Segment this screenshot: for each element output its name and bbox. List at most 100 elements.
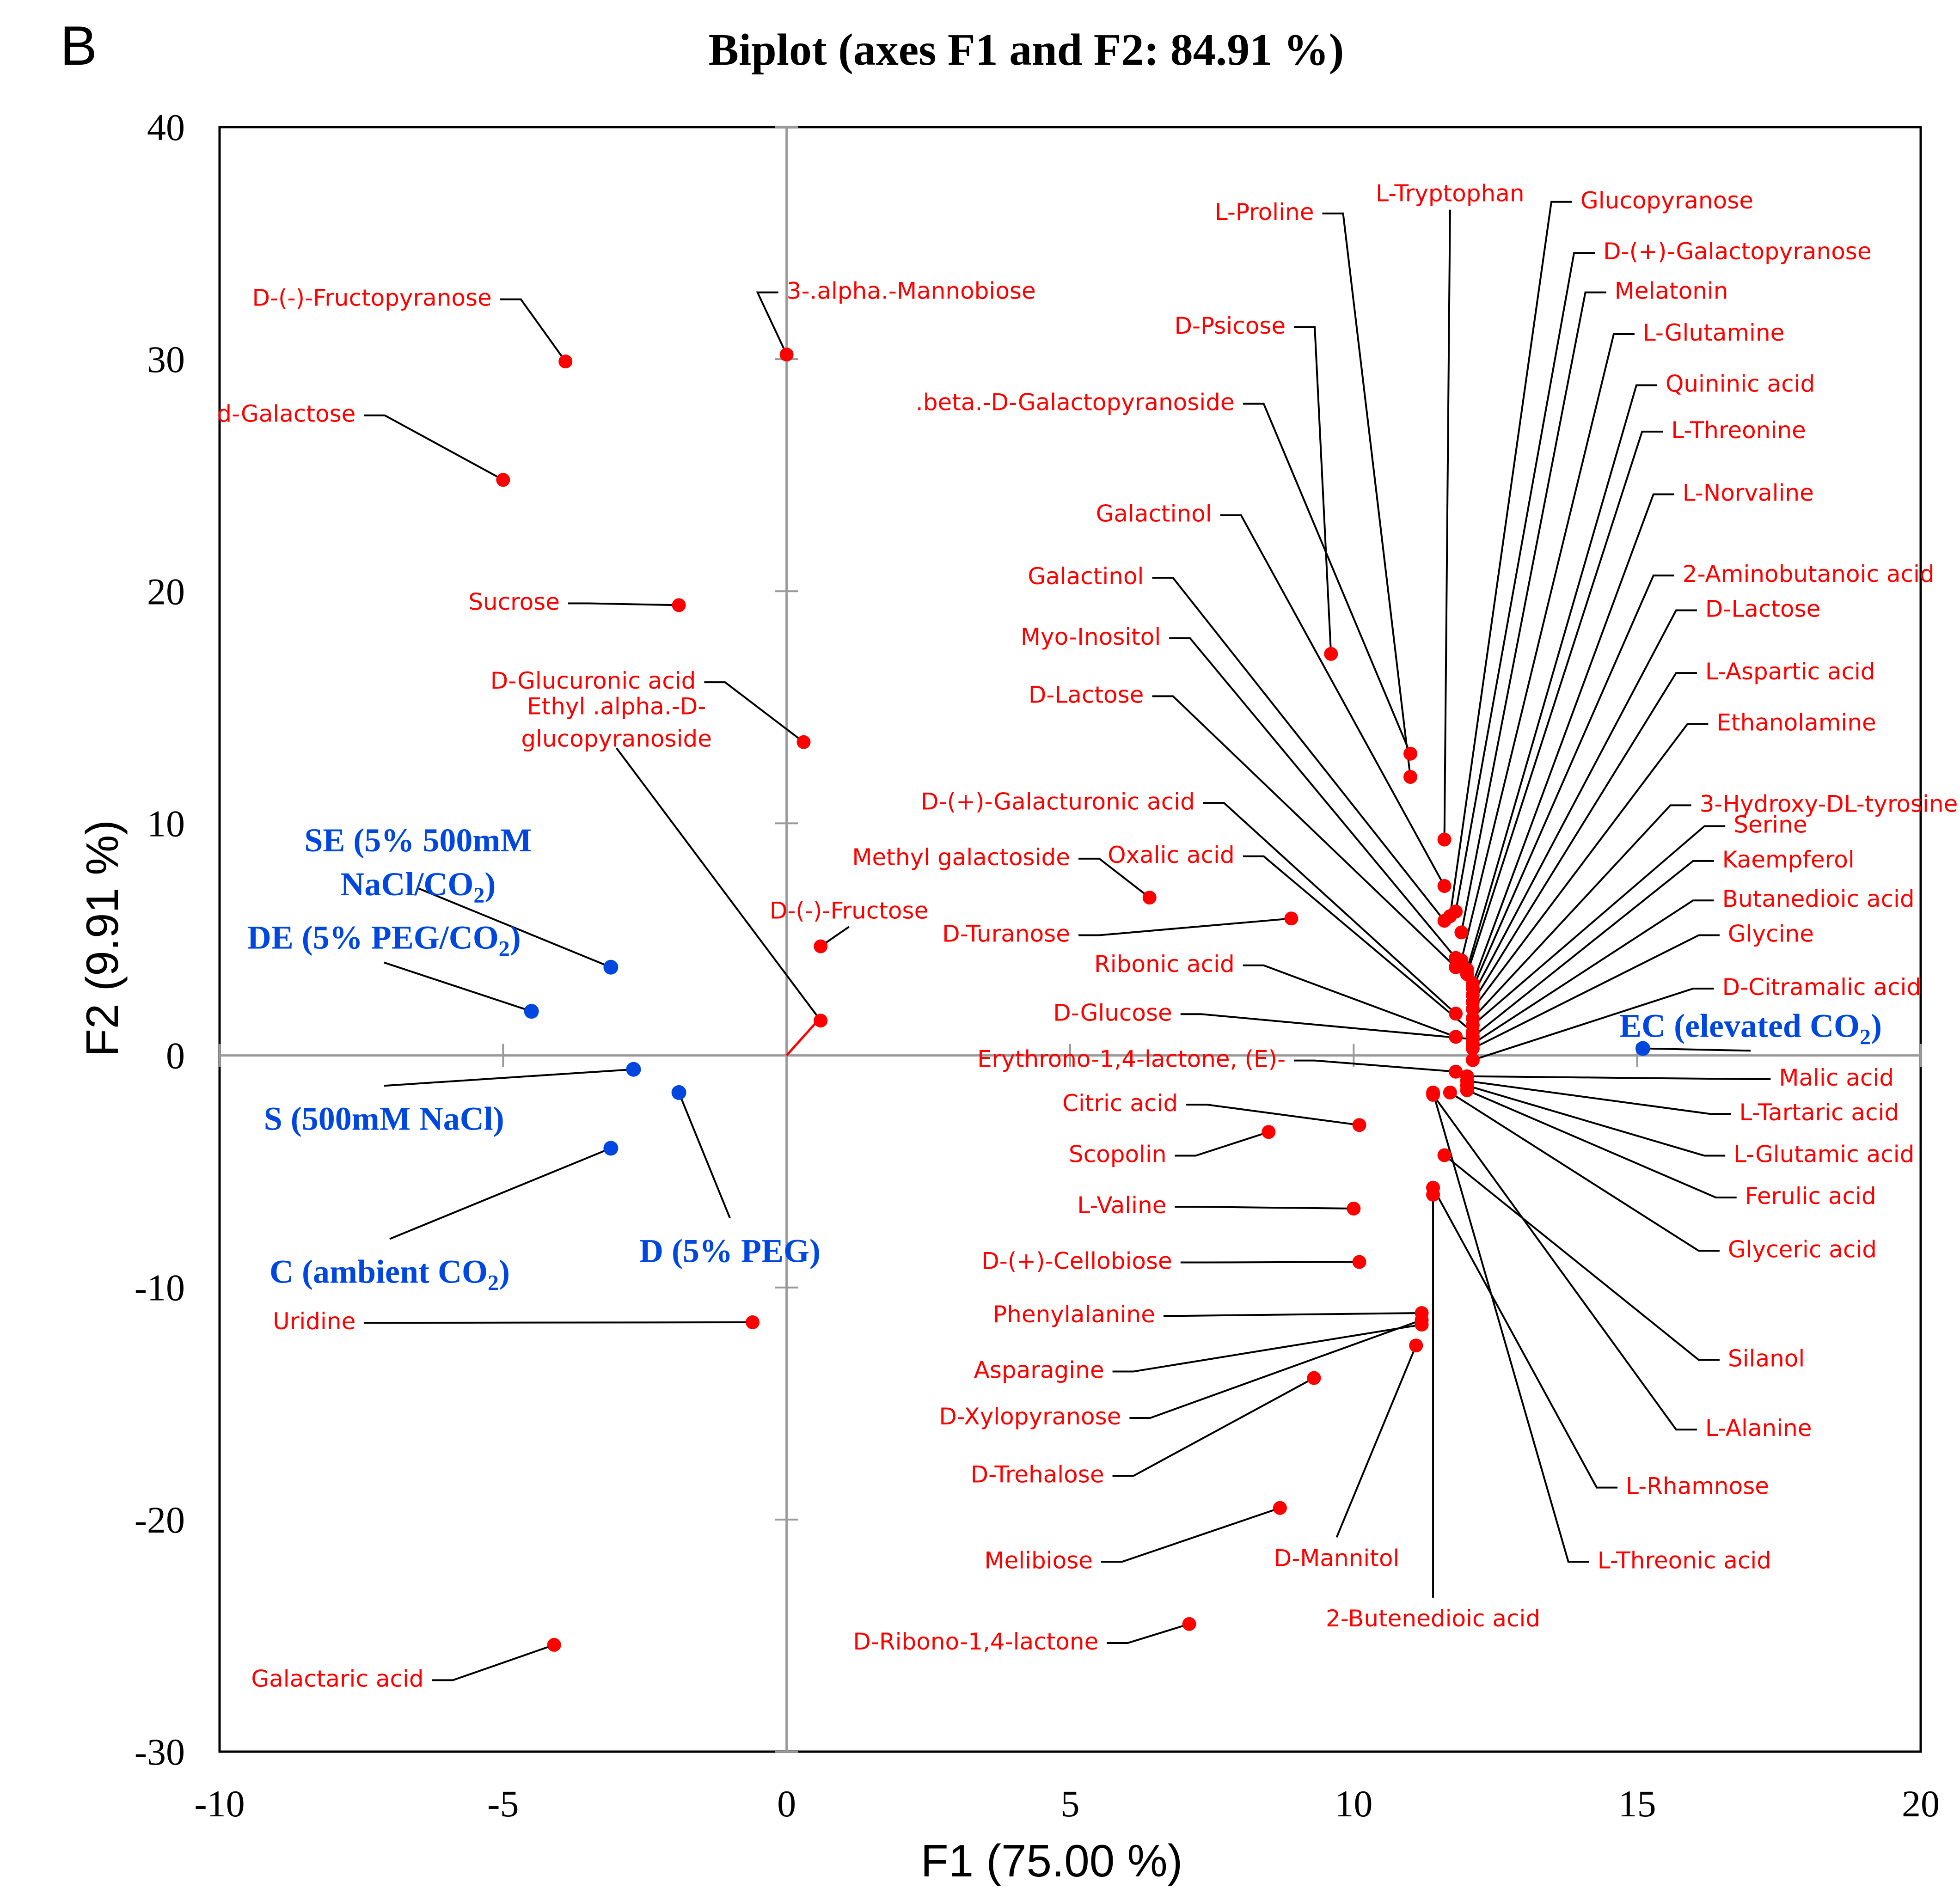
variable-label: d-Galactose	[217, 401, 355, 428]
variable-point	[1273, 1501, 1287, 1515]
variable-label: .beta.-D-Galactopyranoside	[916, 389, 1235, 416]
variable-leader-line	[1449, 1092, 1720, 1252]
observation-leader-line	[678, 1092, 731, 1219]
variable-point	[1182, 1617, 1196, 1631]
variable-leader-line	[1175, 1206, 1354, 1210]
variable-leader-line	[1467, 1080, 1731, 1115]
variable-leader-line	[1078, 857, 1150, 898]
variable-point	[814, 1014, 828, 1028]
variable-leader-line	[1472, 493, 1674, 984]
variable-point	[814, 939, 828, 953]
variable-label: glucopyranoside	[521, 726, 712, 752]
variable-label: Ethanolamine	[1716, 709, 1876, 736]
variable-label: 2-Aminobutanoic acid	[1683, 561, 1935, 587]
variable-point	[1449, 1064, 1463, 1079]
variable-leader-line	[1472, 723, 1709, 1010]
observation-label: S (500mM NaCl)	[264, 1100, 504, 1137]
variable-leader-line	[1152, 577, 1446, 922]
variable-leader-line	[1112, 1377, 1315, 1477]
variable-label: L-Rhamnose	[1626, 1473, 1769, 1500]
observation-leader-line	[417, 887, 612, 968]
variable-leader-line	[1472, 934, 1720, 1050]
observation-point	[626, 1062, 641, 1077]
variable-leader-line	[1101, 1507, 1280, 1563]
variable-point	[1426, 1187, 1440, 1202]
variable-leader-line	[704, 681, 804, 743]
variable-point	[1465, 1053, 1480, 1067]
variable-leader-line	[1129, 1319, 1422, 1419]
variable-leader-line	[1466, 1089, 1737, 1198]
variable-leader-line	[568, 602, 679, 606]
variable-label: Citric acid	[1062, 1090, 1178, 1117]
variable-leader-line	[1112, 1324, 1422, 1373]
variable-leader-line	[1472, 988, 1714, 1061]
variable-label: 3-.alpha.-Mannobiose	[787, 278, 1036, 305]
observation-leader-line	[1642, 1047, 1751, 1052]
variable-leader-line	[1322, 212, 1411, 777]
chart-title: Biplot (axes F1 and F2: 84.91 %)	[709, 25, 1344, 75]
variable-leader-line	[1472, 825, 1726, 1026]
variable-point	[1262, 1125, 1276, 1139]
observation-label: NaCl/CO2)	[340, 866, 496, 908]
variable-leader-line	[1455, 252, 1595, 912]
variable-label: L-Tartaric acid	[1739, 1099, 1899, 1126]
variable-label: Scopolin	[1069, 1141, 1167, 1168]
variable-leader-line	[1220, 514, 1446, 886]
variable-label: D-(-)-Fructose	[770, 897, 929, 924]
x-tick-label: -5	[487, 1783, 519, 1825]
observation-point	[1635, 1041, 1650, 1056]
variable-label: D-Glucuronic acid	[490, 667, 696, 694]
variable-label: L-Norvaline	[1683, 479, 1814, 506]
variable-label: Methyl galactoside	[852, 844, 1070, 871]
variable-label: Galactaric acid	[251, 1665, 423, 1692]
observation-point	[671, 1085, 686, 1100]
variable-leader-line	[1472, 574, 1674, 989]
observation-label: C (ambient CO2)	[270, 1253, 510, 1295]
variable-point	[1449, 904, 1463, 919]
variable-label: L-Alanine	[1705, 1415, 1812, 1442]
variable-point	[1426, 1085, 1440, 1100]
variable-label: L-Aspartic acid	[1705, 658, 1875, 685]
variable-label: Asparagine	[974, 1357, 1104, 1384]
observation-point	[603, 959, 619, 975]
variable-leader-line	[1443, 209, 1451, 840]
observation-point	[524, 1004, 539, 1019]
x-tick-label: 0	[777, 1783, 796, 1825]
variable-label: Sucrose	[468, 588, 560, 615]
variable-label: D-(+)-Galacturonic acid	[921, 788, 1195, 815]
variable-leader-line	[756, 291, 788, 355]
variable-leader-line	[1243, 855, 1474, 1033]
variable-point	[1409, 1338, 1423, 1353]
variable-point	[1347, 1201, 1361, 1216]
observation-leader-line	[384, 1068, 634, 1087]
variable-leader-line	[432, 1644, 555, 1681]
y-tick-label: -10	[135, 1267, 185, 1309]
variable-label: Galactinol	[1028, 563, 1144, 590]
variable-leader-line	[1078, 917, 1292, 936]
y-tick-label: 0	[166, 1035, 185, 1077]
variable-label: Butanedioic acid	[1722, 886, 1915, 912]
variable-leader-line	[1460, 333, 1635, 961]
variable-label: D-Turanose	[942, 921, 1070, 947]
variable-leader-line	[1107, 1623, 1190, 1644]
variable-point	[1403, 746, 1417, 761]
variable-point	[1415, 1313, 1429, 1327]
variable-label: D-Citramalic acid	[1722, 974, 1921, 1001]
x-tick-label: 20	[1902, 1783, 1940, 1825]
variable-leader-line	[1175, 1131, 1269, 1157]
observation-label: EC (elevated CO2)	[1619, 1007, 1882, 1049]
origin-vector	[785, 1020, 819, 1057]
variable-leader-line	[1243, 403, 1411, 754]
variable-point	[1443, 1085, 1457, 1100]
variable-point	[1465, 1032, 1480, 1046]
variable-point	[779, 348, 794, 362]
variable-label: Galactinol	[1096, 501, 1212, 527]
variable-leader-line	[1472, 672, 1697, 1003]
variable-leader-line	[1467, 1075, 1771, 1080]
variable-label: Silanol	[1728, 1345, 1805, 1372]
variable-label: Myo-Inositol	[1021, 623, 1161, 650]
variable-leader-line	[616, 747, 821, 1021]
variable-label: Phenylalanine	[993, 1301, 1155, 1328]
variable-leader-line	[500, 298, 566, 362]
variable-leader-line	[1203, 802, 1457, 1014]
